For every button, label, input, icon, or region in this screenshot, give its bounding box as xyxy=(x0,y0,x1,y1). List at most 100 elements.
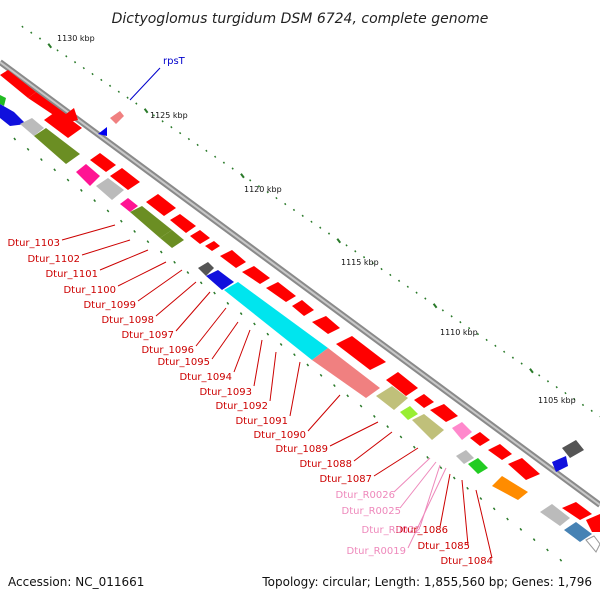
minor-tick xyxy=(520,362,523,365)
minor-tick xyxy=(79,188,83,192)
minor-tick xyxy=(66,178,70,182)
major-tick xyxy=(336,238,342,244)
minor-tick xyxy=(205,149,208,153)
minor-tick xyxy=(239,312,243,316)
minor-tick xyxy=(73,61,77,64)
minor-tick xyxy=(222,161,226,164)
minor-tick xyxy=(415,291,418,294)
minor-tick xyxy=(439,466,443,470)
gene-label[interactable]: Dtur_1091 xyxy=(235,416,288,427)
gene-label[interactable]: Dtur_1095 xyxy=(157,357,210,368)
minor-tick xyxy=(292,208,296,212)
scale-label-1125: 1125 kbp xyxy=(150,111,188,120)
rna-label[interactable]: Dtur_R0025 xyxy=(342,506,401,517)
scale-ticks xyxy=(13,25,600,562)
minor-tick xyxy=(179,131,182,135)
minor-tick xyxy=(231,167,234,170)
minor-tick xyxy=(519,527,523,531)
scale-label-1105: 1105 kbp xyxy=(538,396,576,405)
minor-tick xyxy=(82,66,85,70)
major-tick xyxy=(240,173,245,179)
gene-label[interactable]: Dtur_1092 xyxy=(215,401,268,412)
minor-tick xyxy=(466,486,469,490)
gene-label[interactable]: Dtur_1096 xyxy=(141,345,194,356)
minor-tick xyxy=(306,363,310,367)
gene-label[interactable]: Dtur_1085 xyxy=(417,541,470,552)
major-tick xyxy=(47,43,53,49)
minor-tick xyxy=(564,391,567,395)
minor-tick xyxy=(362,256,366,259)
map-title: Dictyoglomus turgidum DSM 6724, complete… xyxy=(112,11,489,27)
minor-tick xyxy=(532,538,536,542)
sequence-backbone xyxy=(0,59,600,508)
minor-tick xyxy=(146,240,150,244)
scale-label-1115: 1115 kbp xyxy=(341,258,379,267)
minor-tick xyxy=(26,147,30,151)
gene-label[interactable]: Dtur_1087 xyxy=(319,474,372,485)
minor-tick xyxy=(397,279,401,283)
minor-tick xyxy=(346,394,350,398)
minor-tick xyxy=(555,386,558,389)
minor-tick xyxy=(359,404,363,408)
gene-label[interactable]: Dtur_1100 xyxy=(63,285,116,296)
minor-tick xyxy=(492,507,496,511)
feature-track-2 xyxy=(0,95,600,553)
gene-label[interactable]: Dtur_1088 xyxy=(299,459,352,470)
minor-tick xyxy=(412,445,416,449)
minor-tick xyxy=(406,285,409,288)
minor-tick xyxy=(126,96,129,99)
gene-label[interactable]: Dtur_1103 xyxy=(7,238,60,249)
gene-label[interactable]: Dtur_1090 xyxy=(253,430,306,441)
minor-tick xyxy=(53,168,57,172)
gene-label[interactable]: Dtur_1089 xyxy=(275,444,328,455)
genome-summary-text: Topology: circular; Length: 1,855,560 bp… xyxy=(261,575,592,589)
minor-tick xyxy=(319,226,322,229)
minor-tick xyxy=(186,271,190,274)
minor-tick xyxy=(301,214,304,218)
rna-label[interactable]: Dtur_R0026 xyxy=(336,490,395,501)
gene-label[interactable]: Dtur_1086 xyxy=(395,525,448,536)
minor-tick xyxy=(479,497,483,500)
minor-tick xyxy=(494,344,497,348)
minor-tick xyxy=(327,232,331,235)
scale-label-1120: 1120 kbp xyxy=(244,185,282,194)
minor-tick xyxy=(345,244,348,247)
gene-label[interactable]: Dtur_1098 xyxy=(101,315,154,326)
cds-labels: Dtur_1103 Dtur_1102 Dtur_1101 Dtur_1100 … xyxy=(7,238,493,567)
gene-label-rpsT: rpsT xyxy=(163,56,186,67)
minor-tick xyxy=(476,332,480,336)
minor-tick xyxy=(275,196,278,200)
gene-label[interactable]: Dtur_1101 xyxy=(45,269,98,280)
cds-track xyxy=(0,70,600,532)
gene-label[interactable]: Dtur_1094 xyxy=(179,372,232,383)
minor-tick xyxy=(452,476,456,480)
minor-tick xyxy=(196,143,199,147)
minor-tick xyxy=(119,219,123,223)
minor-tick xyxy=(468,326,471,330)
minor-tick xyxy=(253,322,256,326)
minor-tick xyxy=(506,517,509,521)
minor-tick xyxy=(266,191,269,194)
minor-tick xyxy=(214,155,217,158)
minor-tick xyxy=(424,297,427,300)
minor-tick xyxy=(135,102,138,105)
gene-rpsT[interactable]: rpsT xyxy=(98,56,186,136)
gene-label[interactable]: Dtur_1084 xyxy=(440,556,493,567)
accession-text: Accession: NC_011661 xyxy=(8,575,144,589)
gene-label[interactable]: Dtur_1093 xyxy=(199,387,252,398)
minor-tick xyxy=(573,397,576,401)
label-leaders xyxy=(61,224,493,559)
scale-labels: 1130 kbp 1125 kbp 1120 kbp 1115 kbp 1110… xyxy=(57,34,576,405)
minor-tick xyxy=(426,456,429,459)
minor-tick xyxy=(40,158,43,161)
major-tick xyxy=(143,108,149,114)
rna-label[interactable]: Dtur_R0019 xyxy=(347,546,406,557)
minor-tick xyxy=(441,309,444,312)
gene-label[interactable]: Dtur_1099 xyxy=(83,300,136,311)
gene-label[interactable]: Dtur_1102 xyxy=(27,254,80,265)
rna-label[interactable]: Dtur_R0022 xyxy=(362,525,421,536)
minor-tick xyxy=(100,78,103,82)
gene-label[interactable]: Dtur_1097 xyxy=(121,330,174,341)
minor-tick xyxy=(386,425,390,429)
